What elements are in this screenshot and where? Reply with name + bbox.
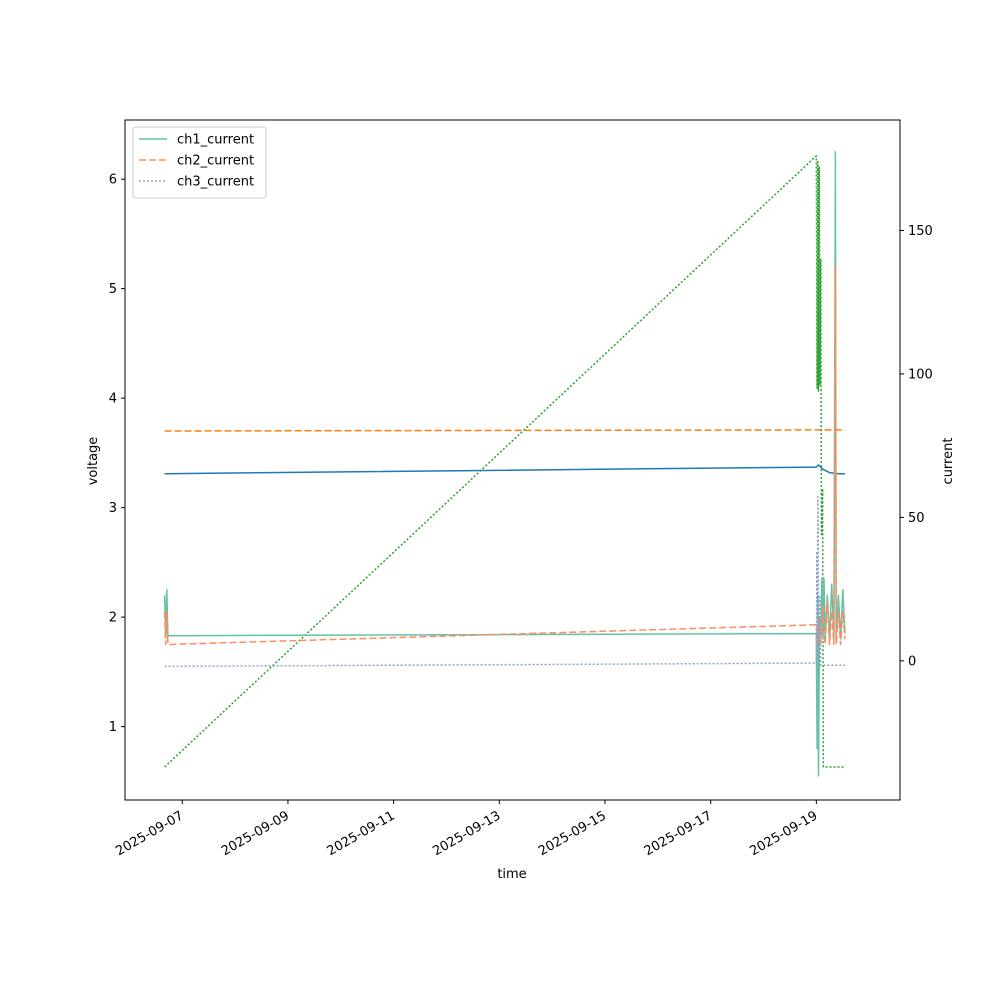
y-tick-label: 4 (109, 392, 117, 407)
x-tick-label: 2025-09-17 (642, 808, 715, 859)
y2-tick-label: 100 (908, 367, 933, 382)
legend: ch1_current ch2_current ch3_current (132, 126, 267, 199)
y-tick-label: 5 (109, 282, 117, 297)
series-line-ch3_current (164, 495, 845, 668)
x-tick-label: 2025-09-11 (325, 808, 398, 859)
axes-frame (124, 119, 901, 801)
series-line-unnamed-1 (164, 464, 845, 475)
y-tick-label: 3 (109, 501, 117, 516)
legend-label: ch1_current (177, 133, 254, 148)
series-line-ch2_current (163, 265, 846, 646)
plot-frame (124, 119, 901, 801)
y-axis-right: 0 50 100 150 (900, 224, 933, 669)
x-tick-label: 2025-09-07 (113, 808, 186, 859)
y-tick-label: 1 (109, 720, 117, 735)
y-axis-left: 1 2 3 4 5 6 (109, 173, 125, 735)
x-tick-label: 2025-09-19 (747, 808, 820, 859)
series-line-ch1_current (163, 151, 846, 777)
x-tick-label: 2025-09-09 (219, 808, 292, 859)
x-axis: 2025-09-07 2025-09-09 2025-09-11 2025-09-13… (113, 800, 820, 859)
y-axis-right-label: current (941, 438, 956, 485)
y2-tick-label: 150 (908, 224, 933, 239)
y-tick-label: 2 (109, 611, 117, 626)
y-axis-left-label: voltage (86, 437, 101, 486)
x-tick-label: 2025-09-15 (536, 808, 609, 859)
series-line-unnamed-3 (164, 155, 845, 768)
y-tick-label: 6 (109, 173, 117, 188)
legend-label: ch3_current (177, 175, 254, 190)
y2-tick-label: 0 (908, 654, 916, 669)
y2-tick-label: 50 (908, 511, 925, 526)
series-line-unnamed-2 (164, 429, 845, 432)
legend-label: ch2_current (177, 154, 254, 169)
x-tick-label: 2025-09-13 (430, 808, 503, 859)
legend-box (132, 126, 267, 199)
x-axis-label: time (497, 867, 526, 882)
plot-lines (163, 151, 846, 777)
